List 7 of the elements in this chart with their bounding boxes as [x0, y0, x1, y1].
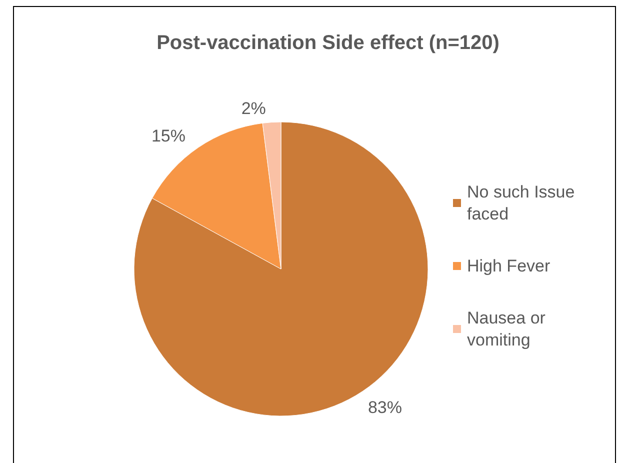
data-label: 2% — [241, 98, 266, 118]
legend-label: Nausea or vomiting — [467, 308, 550, 350]
chart-title: Post-vaccination Side effect (n=120) — [156, 32, 500, 54]
legend-label: High Fever — [467, 256, 550, 276]
legend-label: No such Issue faced — [467, 182, 580, 224]
data-label: 83% — [368, 398, 402, 418]
data-label: 15% — [151, 126, 186, 146]
